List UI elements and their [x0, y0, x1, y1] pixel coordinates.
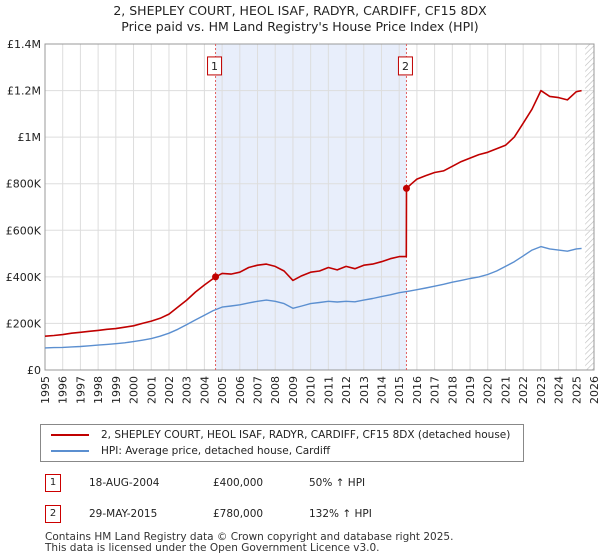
y-tick-label: £800K	[6, 178, 42, 191]
x-tick-label: 2024	[553, 376, 566, 404]
sale-date-2: 29-MAY-2015	[89, 508, 158, 520]
y-tick-label: £1.2M	[7, 85, 41, 98]
x-tick-label: 2003	[181, 376, 194, 404]
x-tick-label: 1999	[110, 376, 123, 404]
sale-point-2	[402, 184, 410, 192]
y-tick-label: £200K	[6, 317, 42, 330]
sale-marker-label-2: 2	[402, 60, 409, 73]
footer-licence: This data is licensed under the Open Gov…	[45, 542, 380, 554]
chart-legend: 2, SHEPLEY COURT, HEOL ISAF, RADYR, CARD…	[40, 424, 524, 462]
legend-item-property: 2, SHEPLEY COURT, HEOL ISAF, RADYR, CARD…	[51, 429, 510, 441]
plot-frame	[44, 43, 595, 371]
hatched-projection-region	[585, 44, 594, 370]
x-tick-label: 2016	[411, 376, 424, 404]
sale-marker-box-2	[397, 56, 413, 76]
sale-hpi-2: 132% ↑ HPI	[309, 508, 372, 520]
x-tick-label: 2018	[446, 376, 459, 404]
x-tick-label: 2020	[482, 376, 495, 404]
series-line-property	[44, 89, 582, 337]
legend-item-hpi: HPI: Average price, detached house, Card…	[51, 445, 330, 457]
x-tick-label: 2009	[287, 376, 300, 404]
legend-label-property: 2, SHEPLEY COURT, HEOL ISAF, RADYR, CARD…	[101, 429, 511, 441]
x-tick-label: 1997	[74, 376, 87, 404]
x-tick-label: 2019	[464, 376, 477, 404]
sale-price-2: £780,000	[213, 508, 264, 520]
chart-title-line-2: Price paid vs. HM Land Registry's House …	[121, 19, 479, 34]
y-tick-label: £0	[27, 364, 41, 377]
x-tick-label: 2014	[375, 376, 388, 404]
x-tick-label: 2004	[198, 376, 211, 404]
y-tick-label: £1.4M	[7, 38, 41, 51]
y-tick-label: £400K	[6, 271, 42, 284]
footer-copyright: Contains HM Land Registry data © Crown c…	[45, 531, 454, 543]
x-tick-label: 2010	[305, 376, 318, 404]
sale-badge-1: 1	[45, 474, 61, 492]
sale-marker-box-1	[207, 56, 223, 76]
x-tick-label: 2012	[340, 376, 353, 404]
series-line-hpi	[44, 245, 582, 349]
sale-marker-label-1: 1	[211, 60, 218, 73]
x-tick-label: 2023	[535, 376, 548, 404]
x-tick-label: 2026	[588, 376, 600, 404]
x-tick-label: 2013	[358, 376, 371, 404]
x-tick-label: 2008	[269, 376, 282, 404]
x-tick-label: 2002	[163, 376, 176, 404]
chart-title-line-1: 2, SHEPLEY COURT, HEOL ISAF, RADYR, CARD…	[113, 3, 487, 18]
x-tick-label: 2007	[252, 376, 265, 404]
x-tick-label: 2015	[393, 376, 406, 404]
x-tick-label: 2017	[429, 376, 442, 404]
legend-label-hpi: HPI: Average price, detached house, Card…	[101, 445, 331, 457]
sale-point-1	[212, 273, 220, 281]
x-tick-label: 1995	[39, 376, 52, 404]
legend-swatch-hpi	[51, 450, 89, 452]
legend-swatch-property	[51, 434, 89, 436]
x-tick-label: 2005	[216, 376, 229, 404]
sale-row-2: 2 29-MAY-2015 £780,000 132% ↑ HPI	[45, 505, 565, 525]
y-tick-label: £1M	[18, 131, 42, 144]
sale-date-1: 18-AUG-2004	[89, 477, 160, 489]
x-tick-label: 2011	[322, 376, 335, 404]
x-tick-label: 2000	[128, 376, 141, 404]
sale-hpi-1: 50% ↑ HPI	[309, 477, 366, 489]
x-tick-label: 2006	[234, 376, 247, 404]
x-tick-label: 1998	[92, 376, 105, 404]
sale-row-1: 1 18-AUG-2004 £400,000 50% ↑ HPI	[45, 474, 565, 494]
x-tick-label: 2025	[570, 376, 583, 404]
x-tick-label: 1996	[57, 376, 70, 404]
sale-price-1: £400,000	[213, 477, 264, 489]
x-tick-label: 2001	[145, 376, 158, 404]
price-chart: £0 £200K £400K £600K £800K £1M £1.2M £1.4M 1995 1…	[6, 38, 600, 404]
y-tick-label: £600K	[6, 224, 42, 237]
x-tick-label: 2021	[499, 376, 512, 404]
sale-badge-2: 2	[45, 505, 61, 523]
x-tick-label: 2022	[517, 376, 530, 404]
